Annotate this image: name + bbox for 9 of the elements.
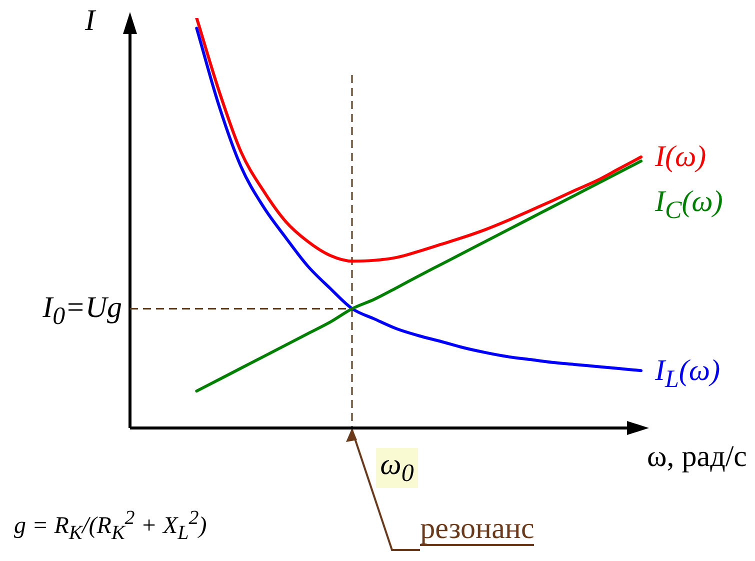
text: резонанс xyxy=(420,512,534,546)
text: ω$_{0}$ xyxy=(376,448,418,488)
ref-line-label: I$_{0}$=Ug xyxy=(42,290,122,330)
x-axis-title: ω, рад/с xyxy=(647,440,747,473)
text: g = R$_{К}$/(R$_{К}$$^{2}$ + X$_{L}$$^{2}$) xyxy=(14,507,207,544)
series-label: I$_{C}$(ω) xyxy=(655,184,723,224)
y-axis-title: I xyxy=(85,4,95,37)
series-label: I(ω) xyxy=(655,140,706,173)
series-label: I$_{L}$(ω) xyxy=(655,354,720,393)
